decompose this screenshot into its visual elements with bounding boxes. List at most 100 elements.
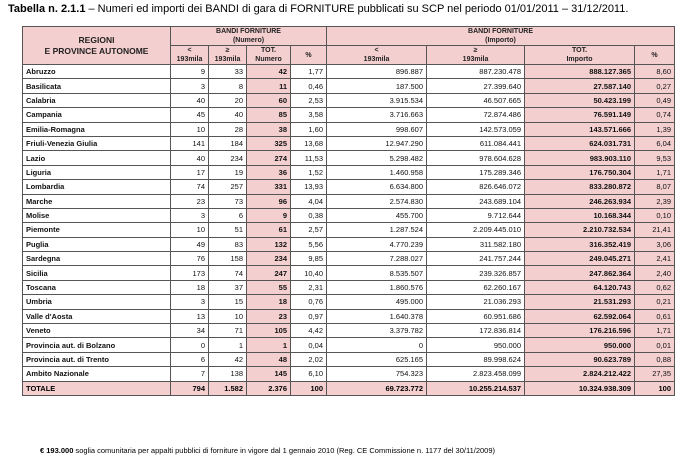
region-name-cell: Ambito Nazionale (22, 366, 171, 382)
table-title: – Numeri ed importi dei BANDI di gara di… (85, 3, 629, 15)
tot-numero-cell: 234 (246, 251, 291, 267)
importo-lt-cell: 3.716.663 (326, 107, 428, 123)
importo-ge-cell: 2.823.458.099 (426, 366, 526, 382)
importo-ge-cell: 611.084.441 (426, 135, 526, 152)
numero-ge-cell: 73 (208, 193, 247, 209)
numero-pct-cell: 2,02 (289, 351, 328, 368)
numero-pct-cell: 1,77 (289, 63, 328, 80)
table-number: Tabella n. 2.1.1 (8, 3, 86, 15)
importo-lt-cell: 2.574.830 (326, 193, 428, 209)
numero-lt-cell: 23 (170, 193, 209, 209)
numero-ge-cell: 257 (208, 179, 247, 195)
tot-numero-cell: 1 (246, 337, 291, 353)
importo-pct-cell: 0,27 (634, 78, 676, 94)
numero-lt-cell: 34 (170, 323, 209, 339)
numero-pct-cell: 3,58 (289, 107, 328, 123)
header-importo-pct: % (634, 45, 676, 65)
tot-numero-cell: 145 (246, 366, 291, 382)
region-name-cell: Molise (22, 207, 171, 224)
numero-lt-cell: 9 (170, 63, 209, 80)
table-row: Basilicata 3 8 11 0,46 187.500 27.399.640 27.58… (22, 78, 676, 94)
importo-pct-cell: 0,62 (634, 279, 676, 296)
importo-lt-cell: 3.915.534 (326, 92, 428, 109)
importo-ge-cell: 241.757.244 (426, 251, 526, 267)
tot-importo-cell: 50.423.199 (524, 92, 636, 109)
tot-importo-cell: 2.824.212.422 (524, 366, 636, 382)
numero-ge-cell: 28 (208, 121, 247, 137)
importo-lt-cell: 495.000 (326, 294, 428, 310)
tot-importo-cell: 64.120.743 (524, 279, 636, 296)
numero-ge-cell: 51 (208, 222, 247, 238)
importo-ge-cell: 27.399.640 (426, 78, 526, 94)
total-numero-pct: 100 (289, 380, 328, 396)
table-row: Calabria 40 20 60 2,53 3.915.534 46.507.665 50.… (22, 92, 676, 109)
numero-lt-cell: 17 (170, 164, 209, 181)
importo-lt-cell: 1.640.378 (326, 308, 428, 325)
numero-pct-cell: 0,38 (289, 207, 328, 224)
tot-importo-cell: 983.903.110 (524, 150, 636, 166)
numero-lt-cell: 76 (170, 251, 209, 267)
numero-pct-cell: 13,93 (289, 179, 328, 195)
tot-importo-cell: 833.280.872 (524, 179, 636, 195)
tot-importo-cell: 62.592.064 (524, 308, 636, 325)
numero-lt-cell: 49 (170, 236, 209, 253)
numero-pct-cell: 0,97 (289, 308, 328, 325)
importo-pct-cell: 21,41 (634, 222, 676, 238)
numero-ge-cell: 42 (208, 351, 247, 368)
table-row: Abruzzo 9 33 42 1,77 896.887 887.230.478 888.12… (22, 63, 676, 80)
numero-pct-cell: 2,31 (289, 279, 328, 296)
table-row: Piemonte 10 51 61 2,57 1.287.524 2.209.445.010… (22, 222, 676, 238)
total-numero-ge: 1.582 (208, 380, 247, 396)
tot-numero-cell: 274 (246, 150, 291, 166)
tot-importo-cell: 27.587.140 (524, 78, 636, 94)
numero-ge-cell: 10 (208, 308, 247, 325)
importo-lt-cell: 187.500 (326, 78, 428, 94)
tot-numero-cell: 55 (246, 279, 291, 296)
header-numero-lt: < 193mila (170, 45, 209, 65)
region-name-cell: Lazio (22, 150, 171, 166)
region-name-cell: Sardegna (22, 251, 171, 267)
importo-ge-cell: 239.326.857 (426, 265, 526, 281)
numero-pct-cell: 5,56 (289, 236, 328, 253)
tot-importo-cell: 90.623.789 (524, 351, 636, 368)
importo-ge-cell: 46.507.665 (426, 92, 526, 109)
numero-lt-cell: 40 (170, 150, 209, 166)
footnote-threshold: € 193.000 (40, 446, 74, 455)
tot-importo-cell: 10.168.344 (524, 207, 636, 224)
numero-lt-cell: 18 (170, 279, 209, 296)
importo-pct-cell: 9,53 (634, 150, 676, 166)
importo-pct-cell: 6,04 (634, 135, 676, 152)
total-importo-pct: 100 (634, 380, 676, 396)
tot-importo-cell: 246.263.934 (524, 193, 636, 209)
tot-numero-cell: 96 (246, 193, 291, 209)
tot-numero-cell: 60 (246, 92, 291, 109)
numero-ge-cell: 19 (208, 164, 247, 181)
tot-importo-cell: 316.352.419 (524, 236, 636, 253)
forniture-table: REGIONI E PROVINCE AUTONOME BANDI FORNIT… (22, 26, 676, 396)
tot-numero-cell: 85 (246, 107, 291, 123)
importo-ge-cell: 2.209.445.010 (426, 222, 526, 238)
table-row: Provincia aut. di Trento 6 42 48 2,02 625.165… (22, 351, 676, 368)
importo-ge-cell: 311.582.180 (426, 236, 526, 253)
tot-numero-cell: 18 (246, 294, 291, 310)
region-name-cell: Provincia aut. di Trento (22, 351, 171, 368)
importo-ge-cell: 72.874.486 (426, 107, 526, 123)
table-row: Provincia aut. di Bolzano 0 1 1 0,04 0 950.000… (22, 337, 676, 353)
importo-ge-cell: 887.230.478 (426, 63, 526, 80)
importo-ge-cell: 826.646.072 (426, 179, 526, 195)
numero-pct-cell: 6,10 (289, 366, 328, 382)
numero-ge-cell: 234 (208, 150, 247, 166)
numero-ge-cell: 158 (208, 251, 247, 267)
numero-pct-cell: 2,53 (289, 92, 328, 109)
numero-lt-cell: 3 (170, 78, 209, 94)
importo-pct-cell: 0,01 (634, 337, 676, 353)
region-name-cell: Veneto (22, 323, 171, 339)
importo-pct-cell: 0,10 (634, 207, 676, 224)
numero-lt-cell: 40 (170, 92, 209, 109)
importo-lt-cell: 12.947.290 (326, 135, 428, 152)
numero-lt-cell: 141 (170, 135, 209, 152)
region-name-cell: Toscana (22, 279, 171, 296)
table-row: Valle d'Aosta 13 10 23 0,97 1.640.378 60.951.6… (22, 308, 676, 325)
importo-pct-cell: 2,39 (634, 193, 676, 209)
tot-importo-cell: 143.571.666 (524, 121, 636, 137)
